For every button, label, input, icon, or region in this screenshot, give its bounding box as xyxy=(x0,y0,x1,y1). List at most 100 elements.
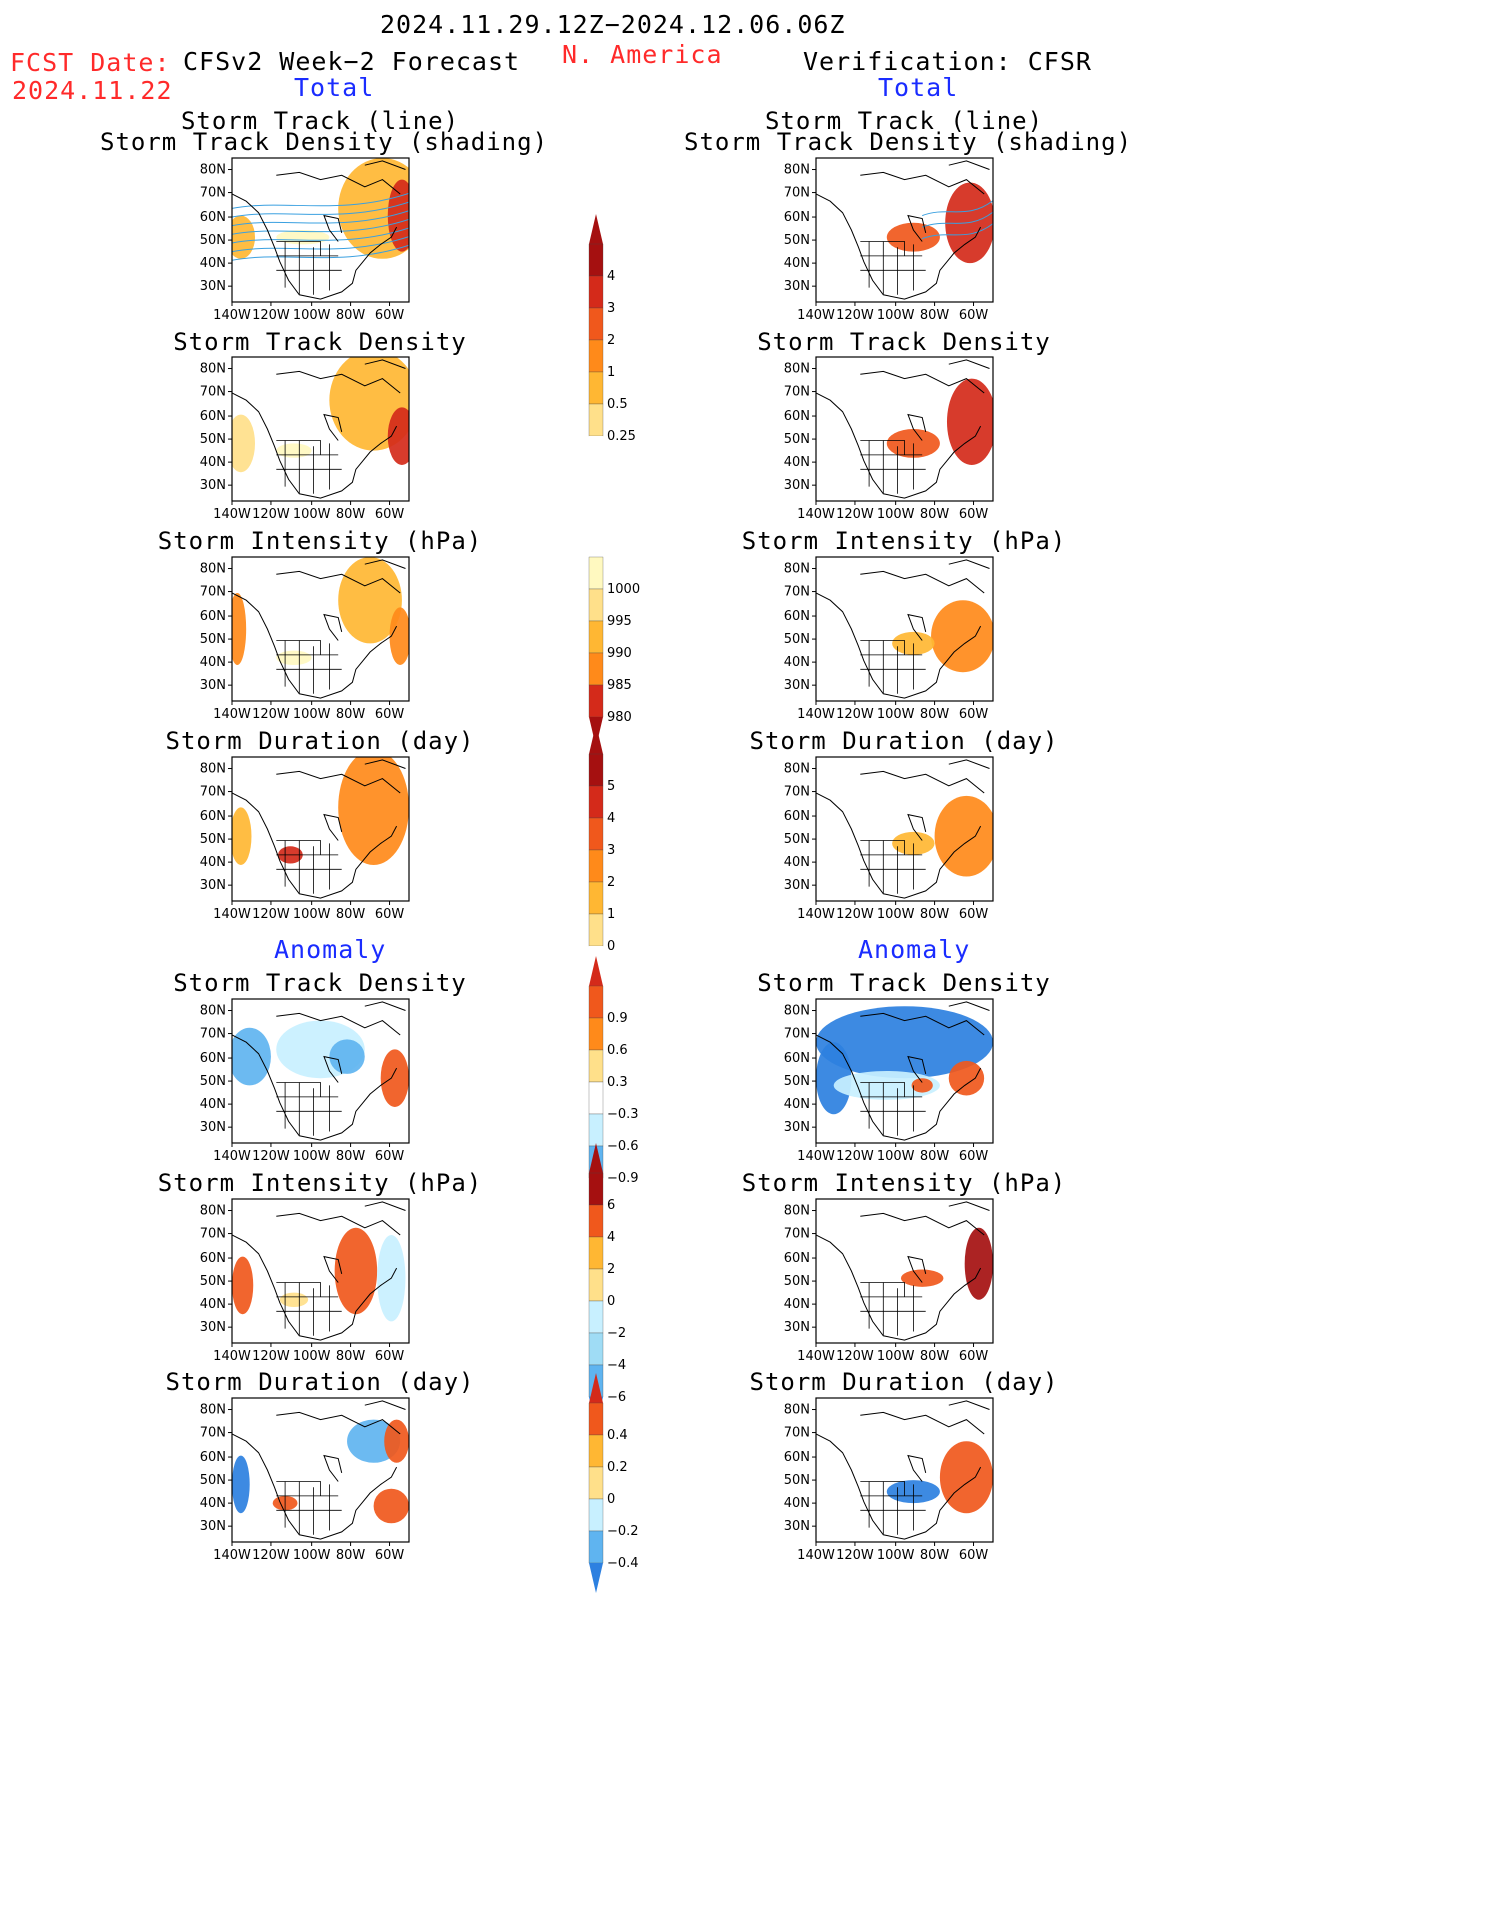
lat-tick-label: 80N xyxy=(200,1403,226,1418)
lat-tick-label: 60N xyxy=(784,1051,810,1066)
lon-tick-label: 80W xyxy=(336,507,366,522)
lon-tick-label: 60W xyxy=(375,907,405,922)
shading-region xyxy=(329,1039,365,1074)
lon-tick-label: 120W xyxy=(252,907,290,922)
lat-tick-label: 50N xyxy=(784,233,810,248)
lat-tick-label: 70N xyxy=(200,1027,226,1042)
shading-region xyxy=(387,407,409,465)
lat-tick-label: 70N xyxy=(784,1027,810,1042)
lat-tick-label: 60N xyxy=(784,409,810,424)
lat-tick-label: 50N xyxy=(200,1473,226,1488)
forecast-map-panel-1: 80N 70N 60N 50N 40N 30N 140W 120W 100W 80W 60W xyxy=(200,157,410,323)
storm-track-line xyxy=(232,201,409,218)
forecast-map-panel-4: 80N 70N 60N 50N 40N 30N 140W 120W 100W 80W 60W xyxy=(200,756,410,922)
storm-track-line xyxy=(232,244,409,261)
colorbar-tick-label: −0.3 xyxy=(607,1107,639,1122)
lat-tick-label: 30N xyxy=(200,478,226,493)
left-panel5-title: Storm Track Density xyxy=(173,969,467,997)
lon-tick-label: 60W xyxy=(375,1149,405,1164)
lat-tick-label: 40N xyxy=(200,256,226,271)
left-panel6-title: Storm Intensity (hPa) xyxy=(157,1169,483,1197)
left-panel3-title: Storm Intensity (hPa) xyxy=(157,527,483,555)
lon-tick-label: 140W xyxy=(213,507,251,522)
lon-tick-label: 60W xyxy=(959,1349,989,1364)
shading-region xyxy=(232,1256,254,1315)
colorbar-tick-label: 990 xyxy=(607,646,632,661)
right-panel6-title: Storm Intensity (hPa) xyxy=(741,1169,1067,1197)
colorbar-tick-label: 0.9 xyxy=(607,1011,628,1026)
storm-track-line xyxy=(922,211,993,228)
right-panel4-title: Storm Duration (day) xyxy=(749,727,1059,755)
verification-map-panel-5: 80N 70N 60N 50N 40N 30N 140W 120W 100W 80W 60W xyxy=(784,998,994,1164)
lon-tick-label: 140W xyxy=(213,907,251,922)
lon-tick-label: 80W xyxy=(920,707,950,722)
lon-tick-label: 100W xyxy=(293,308,331,323)
lat-tick-label: 50N xyxy=(200,832,226,847)
storm-track-line xyxy=(232,210,409,227)
lon-tick-label: 120W xyxy=(252,507,290,522)
shading-region xyxy=(276,443,312,458)
left-panel1-title-b: Storm Track Density (shading) xyxy=(100,128,549,156)
duration-colorbar: 5 4 3 2 1 0 xyxy=(588,724,615,976)
colorbar-tick-label: 2 xyxy=(607,333,615,348)
lon-tick-label: 120W xyxy=(836,907,874,922)
forecast-map-panel-3: 80N 70N 60N 50N 40N 30N 140W 120W 100W 80W 60W xyxy=(200,556,410,722)
lat-tick-label: 70N xyxy=(784,585,810,600)
colorbar-tick-label: −0.9 xyxy=(607,1171,639,1186)
lon-tick-label: 60W xyxy=(375,707,405,722)
lat-tick-label: 40N xyxy=(784,855,810,870)
shading-region xyxy=(892,631,935,655)
lat-tick-label: 30N xyxy=(784,1120,810,1135)
lon-tick-label: 140W xyxy=(213,1548,251,1563)
lon-tick-label: 60W xyxy=(375,1349,405,1364)
shading-region xyxy=(934,795,993,877)
coastline xyxy=(232,1001,406,1141)
lon-tick-label: 120W xyxy=(252,1548,290,1563)
colorbar-tick-label: 980 xyxy=(607,710,632,725)
lat-tick-label: 30N xyxy=(784,279,810,294)
shading-region xyxy=(900,1269,944,1287)
colorbar-tick-label: 0.5 xyxy=(607,397,628,412)
state-borders xyxy=(276,1282,342,1336)
lat-tick-label: 30N xyxy=(200,878,226,893)
state-borders xyxy=(860,640,926,694)
lat-tick-label: 30N xyxy=(784,478,810,493)
state-borders xyxy=(276,1481,342,1535)
coastline xyxy=(816,160,990,300)
lat-tick-label: 80N xyxy=(200,1204,226,1219)
lon-tick-label: 100W xyxy=(877,308,915,323)
verification-anomaly-label: Anomaly xyxy=(858,935,971,964)
lat-tick-label: 60N xyxy=(200,809,226,824)
lon-tick-label: 80W xyxy=(336,1548,366,1563)
lon-tick-label: 100W xyxy=(293,1548,331,1563)
colorbar-tick-label: 0.25 xyxy=(607,429,636,444)
lon-tick-label: 80W xyxy=(920,1149,950,1164)
lat-tick-label: 70N xyxy=(200,385,226,400)
lat-tick-label: 60N xyxy=(200,409,226,424)
colorbar-tick-label: 4 xyxy=(607,269,615,284)
coastline xyxy=(232,1400,406,1540)
lon-tick-label: 120W xyxy=(836,1149,874,1164)
forecast-map-panel-6: 80N 70N 60N 50N 40N 30N 140W 120W 100W 80W 60W xyxy=(200,1198,410,1364)
verification-map-panel-6: 80N 70N 60N 50N 40N 30N 140W 120W 100W 80W 60W xyxy=(784,1198,994,1364)
lat-tick-label: 40N xyxy=(200,1297,226,1312)
right-panel7-title: Storm Duration (day) xyxy=(749,1368,1059,1396)
left-panel2-title: Storm Track Density xyxy=(173,328,467,356)
lat-tick-label: 70N xyxy=(200,1227,226,1242)
lon-tick-label: 120W xyxy=(836,507,874,522)
lat-tick-label: 30N xyxy=(200,279,226,294)
shading-region xyxy=(232,1027,271,1086)
lat-tick-label: 80N xyxy=(784,762,810,777)
coastline xyxy=(232,359,406,499)
lon-tick-label: 140W xyxy=(797,308,835,323)
colorbar-tick-label: −4 xyxy=(607,1358,626,1373)
coastline xyxy=(816,1001,990,1141)
shading-region xyxy=(276,230,330,245)
lat-tick-label: 30N xyxy=(784,878,810,893)
lat-tick-label: 60N xyxy=(200,1450,226,1465)
shading-region xyxy=(946,378,993,465)
lon-tick-label: 60W xyxy=(375,308,405,323)
lat-tick-label: 80N xyxy=(200,762,226,777)
lat-tick-label: 50N xyxy=(200,233,226,248)
right-panel1-title-b: Storm Track Density (shading) xyxy=(684,128,1133,156)
